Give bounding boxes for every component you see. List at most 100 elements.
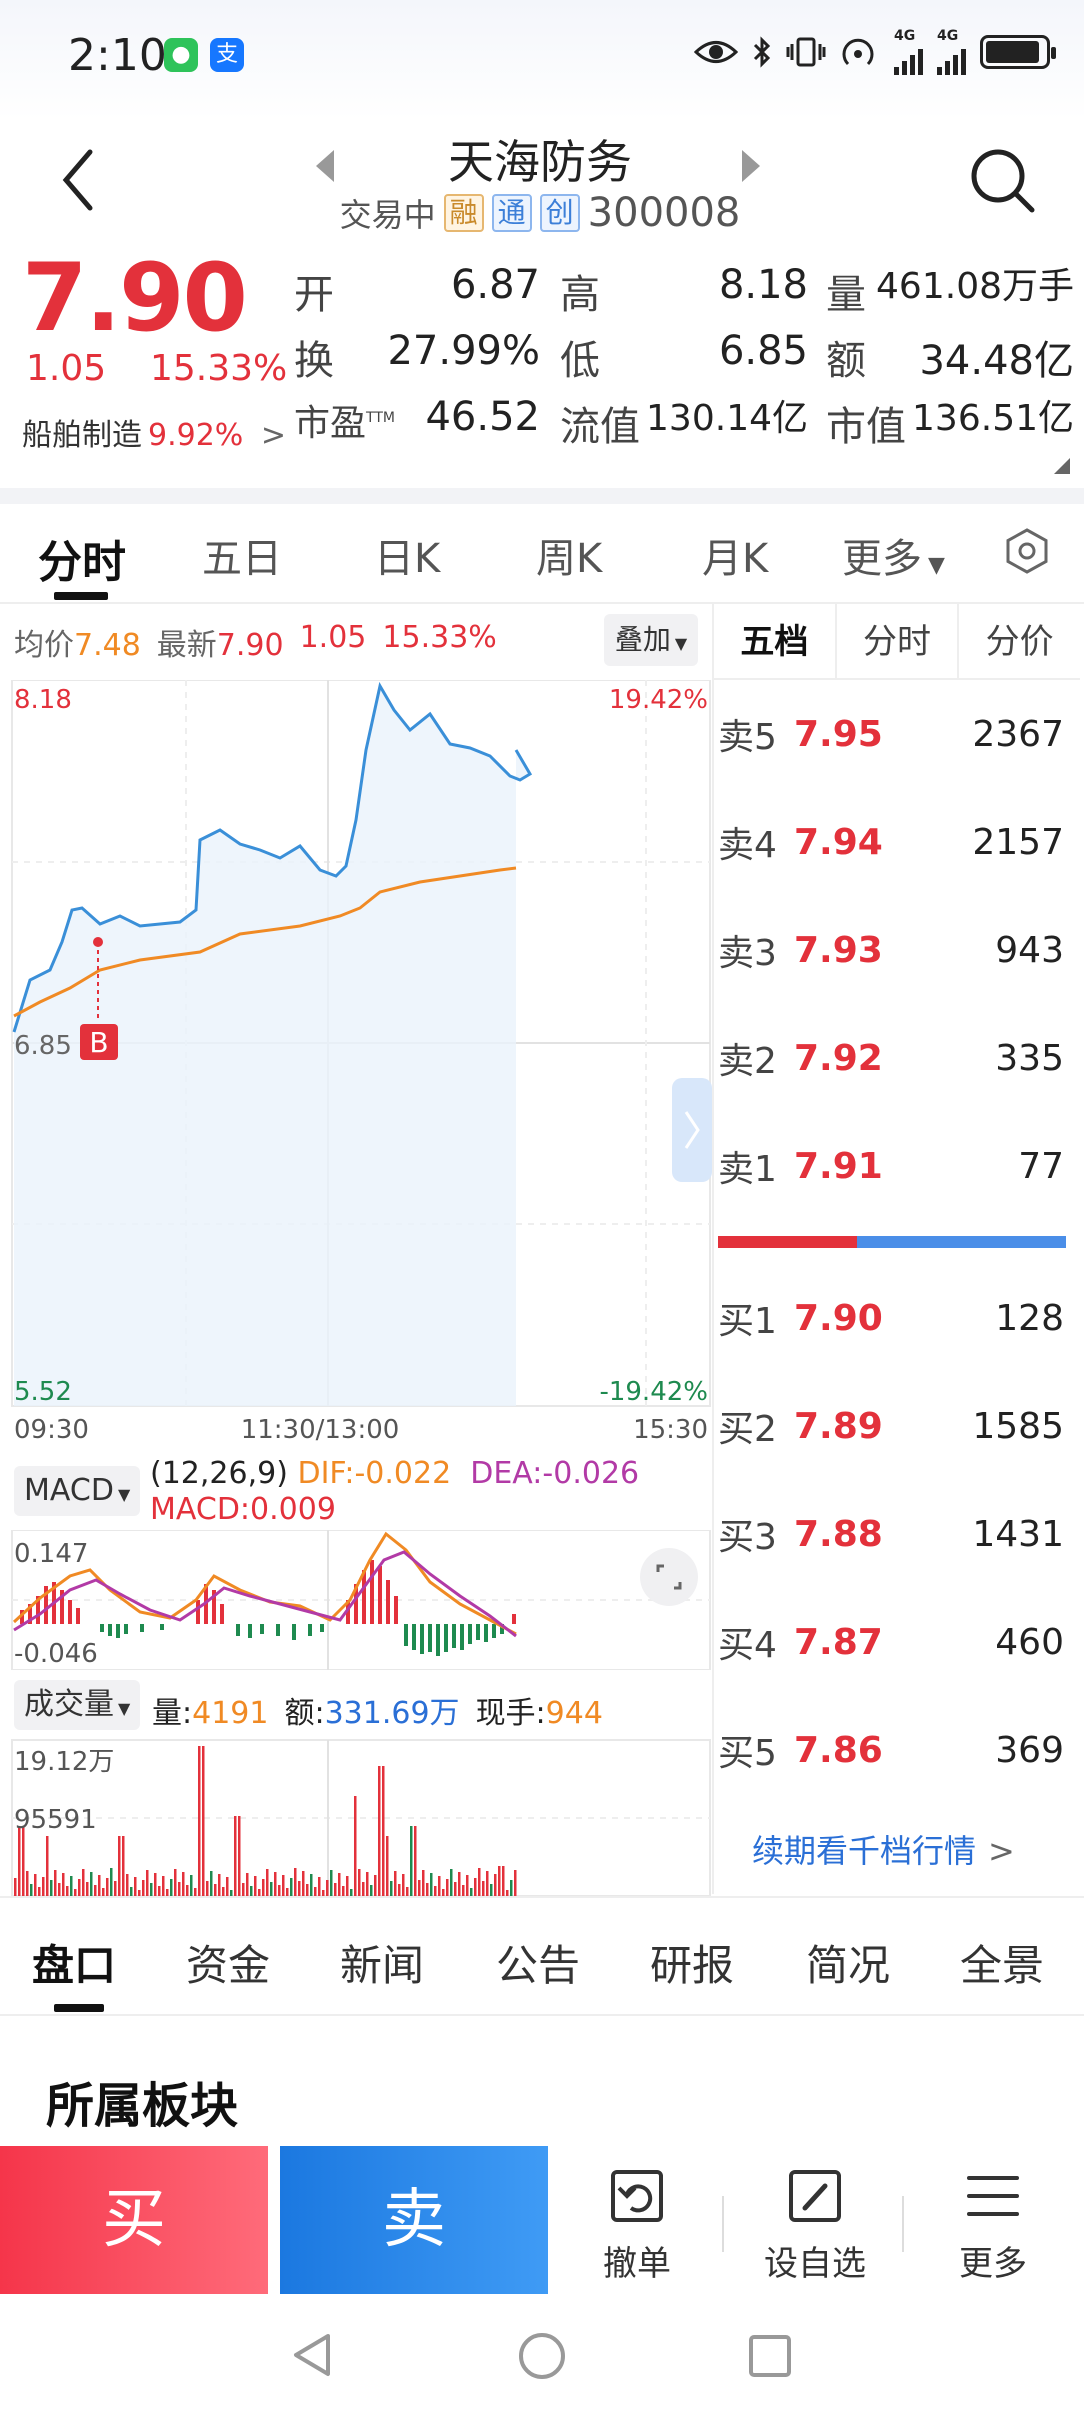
volume-bar <box>394 1871 397 1896</box>
bid-row-3[interactable]: 买3 7.88 1431 <box>718 1513 1064 1559</box>
volume-bar <box>366 1872 369 1896</box>
tab-five-day[interactable]: 五日 <box>202 536 282 582</box>
volume-bar <box>494 1874 497 1896</box>
volume-label: 量 <box>826 272 866 318</box>
settings-hexagon-icon[interactable] <box>1002 526 1052 576</box>
buy-button[interactable]: 买 <box>0 2146 268 2294</box>
high-label: 高 <box>560 272 600 318</box>
wechat-icon: ● <box>164 38 198 72</box>
volume-bar <box>66 1886 69 1896</box>
more-button[interactable]: 更多 <box>918 2164 1068 2285</box>
volume-bar <box>362 1882 365 1896</box>
volume-bar <box>358 1869 361 1896</box>
volume-bar <box>38 1887 41 1896</box>
volume-bar <box>118 1836 121 1896</box>
volume-bar <box>270 1882 273 1896</box>
volume-value: 461.08万手 <box>876 266 1074 307</box>
cancel-order-button[interactable]: 撤单 <box>562 2164 712 2285</box>
stock-subtitle: 交易中 融 通 创 300008 <box>330 190 750 236</box>
add-watchlist-button[interactable]: 设自选 <box>740 2164 890 2285</box>
network-type-2: 4G <box>937 29 966 75</box>
side-handle <box>672 1078 712 1182</box>
y-top-pct-label: 19.42% <box>609 685 708 715</box>
tab-news[interactable]: 新闻 <box>340 1941 425 1990</box>
volume-bar <box>146 1870 149 1896</box>
sell-button[interactable]: 卖 <box>280 2146 548 2294</box>
volume-bar <box>322 1890 325 1896</box>
volume-bar <box>190 1875 193 1896</box>
volume-bar <box>130 1887 133 1896</box>
volume-bar <box>478 1868 481 1896</box>
search-icon[interactable] <box>962 140 1042 220</box>
volume-bars <box>14 1746 517 1896</box>
volume-bar <box>202 1746 205 1896</box>
nav-recents-icon[interactable] <box>746 2332 794 2380</box>
tab-research[interactable]: 研报 <box>650 1941 735 1990</box>
macd-select[interactable]: MACD ▼ <box>14 1466 140 1516</box>
mkt-cap-value: 136.51亿 <box>912 398 1074 439</box>
alipay-icon: 支 <box>210 38 244 72</box>
volume-bar <box>46 1836 49 1896</box>
overlay-button[interactable]: 叠加 ▼ <box>604 614 698 666</box>
tab-intraday[interactable]: 分时 <box>38 537 126 588</box>
tab-funds[interactable]: 资金 <box>186 1941 271 1990</box>
volume-select[interactable]: 成交量 ▼ <box>14 1680 140 1730</box>
chevron-right-icon: > <box>260 418 286 453</box>
tab-five-levels[interactable]: 五档 <box>714 604 837 678</box>
divider <box>0 2014 1084 2016</box>
next-stock-arrow-icon[interactable] <box>742 150 760 182</box>
tab-more[interactable]: 更多 ▼ <box>842 536 945 582</box>
volume-bar <box>454 1882 457 1896</box>
divider <box>902 2196 904 2252</box>
volume-bar <box>398 1884 401 1896</box>
volume-bar <box>26 1871 29 1896</box>
volume-bar <box>182 1872 185 1896</box>
tab-order-book[interactable]: 盘口 <box>32 1941 117 1990</box>
ask-row-4[interactable]: 卖4 7.94 2157 <box>718 821 1064 867</box>
back-arrow-icon[interactable] <box>50 140 110 220</box>
ask-row-3[interactable]: 卖3 7.93 943 <box>718 929 1064 975</box>
volume-bar <box>490 1884 493 1896</box>
tab-daily-k[interactable]: 日K <box>374 536 441 582</box>
bid-row-1[interactable]: 买1 7.90 128 <box>718 1297 1064 1343</box>
tab-profile[interactable]: 简况 <box>806 1941 891 1990</box>
ask-row-5[interactable]: 卖5 7.95 2367 <box>718 713 1064 759</box>
pe-label: 市盈TTM <box>294 403 395 444</box>
tab-panorama[interactable]: 全景 <box>960 1941 1045 1990</box>
prev-stock-arrow-icon[interactable] <box>316 150 334 182</box>
volume-bar <box>218 1874 221 1896</box>
tab-monthly-k[interactable]: 月K <box>702 536 769 582</box>
volume-bar <box>382 1766 385 1896</box>
intraday-chart[interactable]: B 8.18 19.42% 6.85 5.52 -19.42% 09:30 11… <box>0 680 712 1460</box>
volume-bar <box>238 1816 241 1896</box>
volume-bar <box>298 1881 301 1896</box>
expand-quote-icon[interactable] <box>1054 458 1070 474</box>
bid-ask-ratio-bar <box>718 1236 1066 1248</box>
nav-home-icon[interactable] <box>516 2330 568 2382</box>
sector-link[interactable]: 船舶制造 9.92% > <box>22 410 286 454</box>
mkt-cap-label: 市值 <box>826 404 906 450</box>
fullscreen-expand-icon[interactable] <box>640 1548 698 1606</box>
bid-row-5[interactable]: 买5 7.86 369 <box>718 1729 1064 1775</box>
volume-bar <box>54 1870 57 1896</box>
bid-row-4[interactable]: 买4 7.87 460 <box>718 1621 1064 1667</box>
ask-row-2[interactable]: 卖2 7.92 335 <box>718 1037 1064 1083</box>
volume-bar <box>434 1886 437 1896</box>
tab-weekly-k[interactable]: 周K <box>536 536 603 582</box>
volume-bar <box>306 1884 309 1896</box>
depth-quote-link[interactable]: 续期看千档行情 > <box>752 1832 1015 1870</box>
volume-values: 量:4191 额:331.69万 现手:944 <box>152 1696 603 1731</box>
volume-bar <box>426 1883 429 1896</box>
volume-bar <box>402 1874 405 1896</box>
bid-row-2[interactable]: 买2 7.89 1585 <box>718 1405 1064 1451</box>
volume-chart: 19.12万 95591 <box>11 1739 711 1896</box>
nav-back-icon[interactable] <box>288 2330 336 2380</box>
section-separator <box>0 488 1084 504</box>
volume-bar <box>226 1877 229 1896</box>
tab-price-dist[interactable]: 分价 <box>985 622 1054 662</box>
ask-row-1[interactable]: 卖1 7.91 77 <box>718 1145 1064 1191</box>
macd-chart: 0.147 -0.046 <box>11 1530 711 1670</box>
volume-bar <box>346 1876 349 1896</box>
tab-announcements[interactable]: 公告 <box>496 1941 581 1990</box>
tab-ticks[interactable]: 分时 <box>837 604 960 678</box>
